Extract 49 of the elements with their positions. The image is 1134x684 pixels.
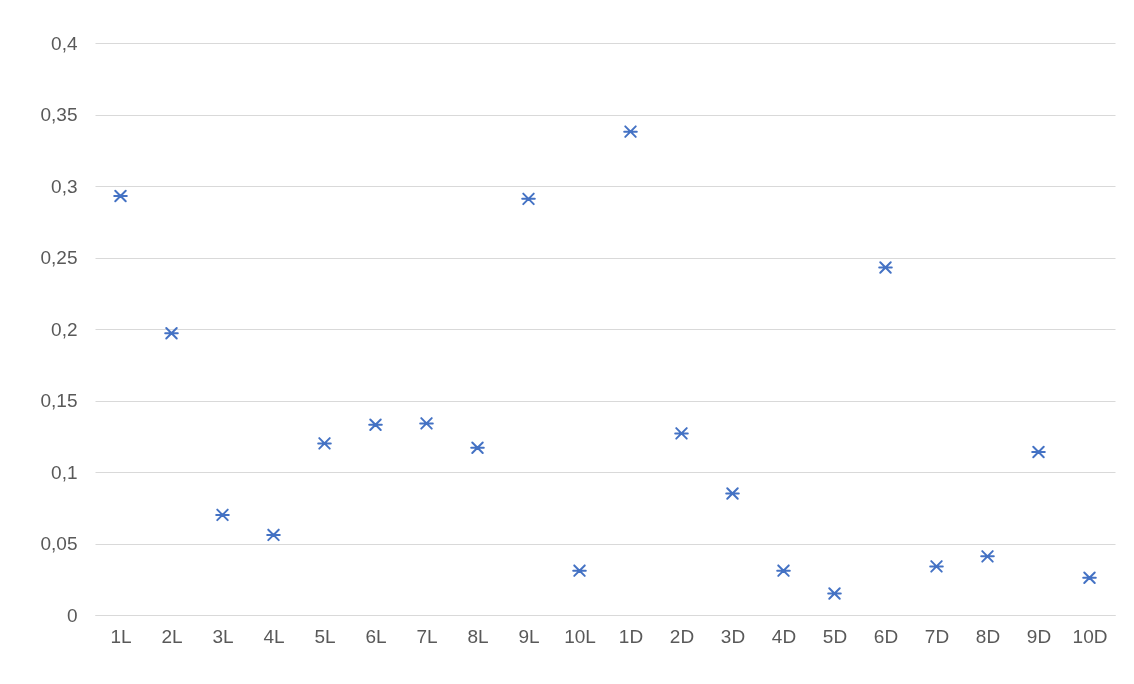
point <box>674 427 689 440</box>
point <box>368 418 383 432</box>
point <box>725 487 740 500</box>
point <box>623 125 638 138</box>
x-tick-label: 2L <box>161 625 183 647</box>
point <box>113 189 128 203</box>
x-tick-label: 10L <box>564 625 596 647</box>
x-tick-label: 5L <box>314 625 336 647</box>
x-tick-label: 7D <box>924 625 950 647</box>
point <box>878 261 893 274</box>
x-tick-label: 8L <box>467 625 489 647</box>
x-tick-label: 1L <box>110 625 132 647</box>
y-tick-label: 0,35 <box>40 104 78 125</box>
point <box>317 437 332 450</box>
point <box>827 587 842 600</box>
point <box>266 528 281 542</box>
y-tick-label: 0,2 <box>51 318 78 340</box>
x-tick-label: 4D <box>771 625 797 647</box>
point <box>164 327 179 340</box>
y-tick-label: 0,1 <box>51 461 78 483</box>
x-tick-label: 9L <box>518 625 540 647</box>
y-tick-label: 0 <box>66 604 78 626</box>
x-tick-label: 3D <box>720 625 746 647</box>
x-tick-label: 6D <box>873 625 899 647</box>
x-tick-label: 9D <box>1026 625 1052 647</box>
point <box>521 192 536 206</box>
point <box>1031 445 1046 459</box>
point <box>470 441 485 454</box>
point <box>929 560 944 573</box>
x-tick-label: 5D <box>822 625 848 647</box>
point <box>1082 571 1097 585</box>
point <box>572 564 587 577</box>
y-tick-label: 0,25 <box>40 247 78 268</box>
x-tick-label: 1D <box>618 625 644 647</box>
point <box>776 564 791 577</box>
x-tick-label: 8D <box>975 625 1001 647</box>
x-tick-label: 3L <box>212 625 234 647</box>
point <box>980 550 995 563</box>
x-tick-label: 7L <box>416 625 438 647</box>
x-tick-label: 4L <box>263 625 285 647</box>
y-tick-label: 0,05 <box>40 533 78 554</box>
y-tick-label: 0,4 <box>51 32 78 54</box>
point <box>215 508 230 522</box>
y-tick-label: 0,15 <box>40 390 78 411</box>
point <box>419 417 434 430</box>
y-tick-label: 0,3 <box>51 175 78 197</box>
x-tick-label: 6L <box>365 625 387 647</box>
x-tick-label: 2D <box>669 625 695 647</box>
x-tick-label: 10D <box>1072 625 1108 647</box>
